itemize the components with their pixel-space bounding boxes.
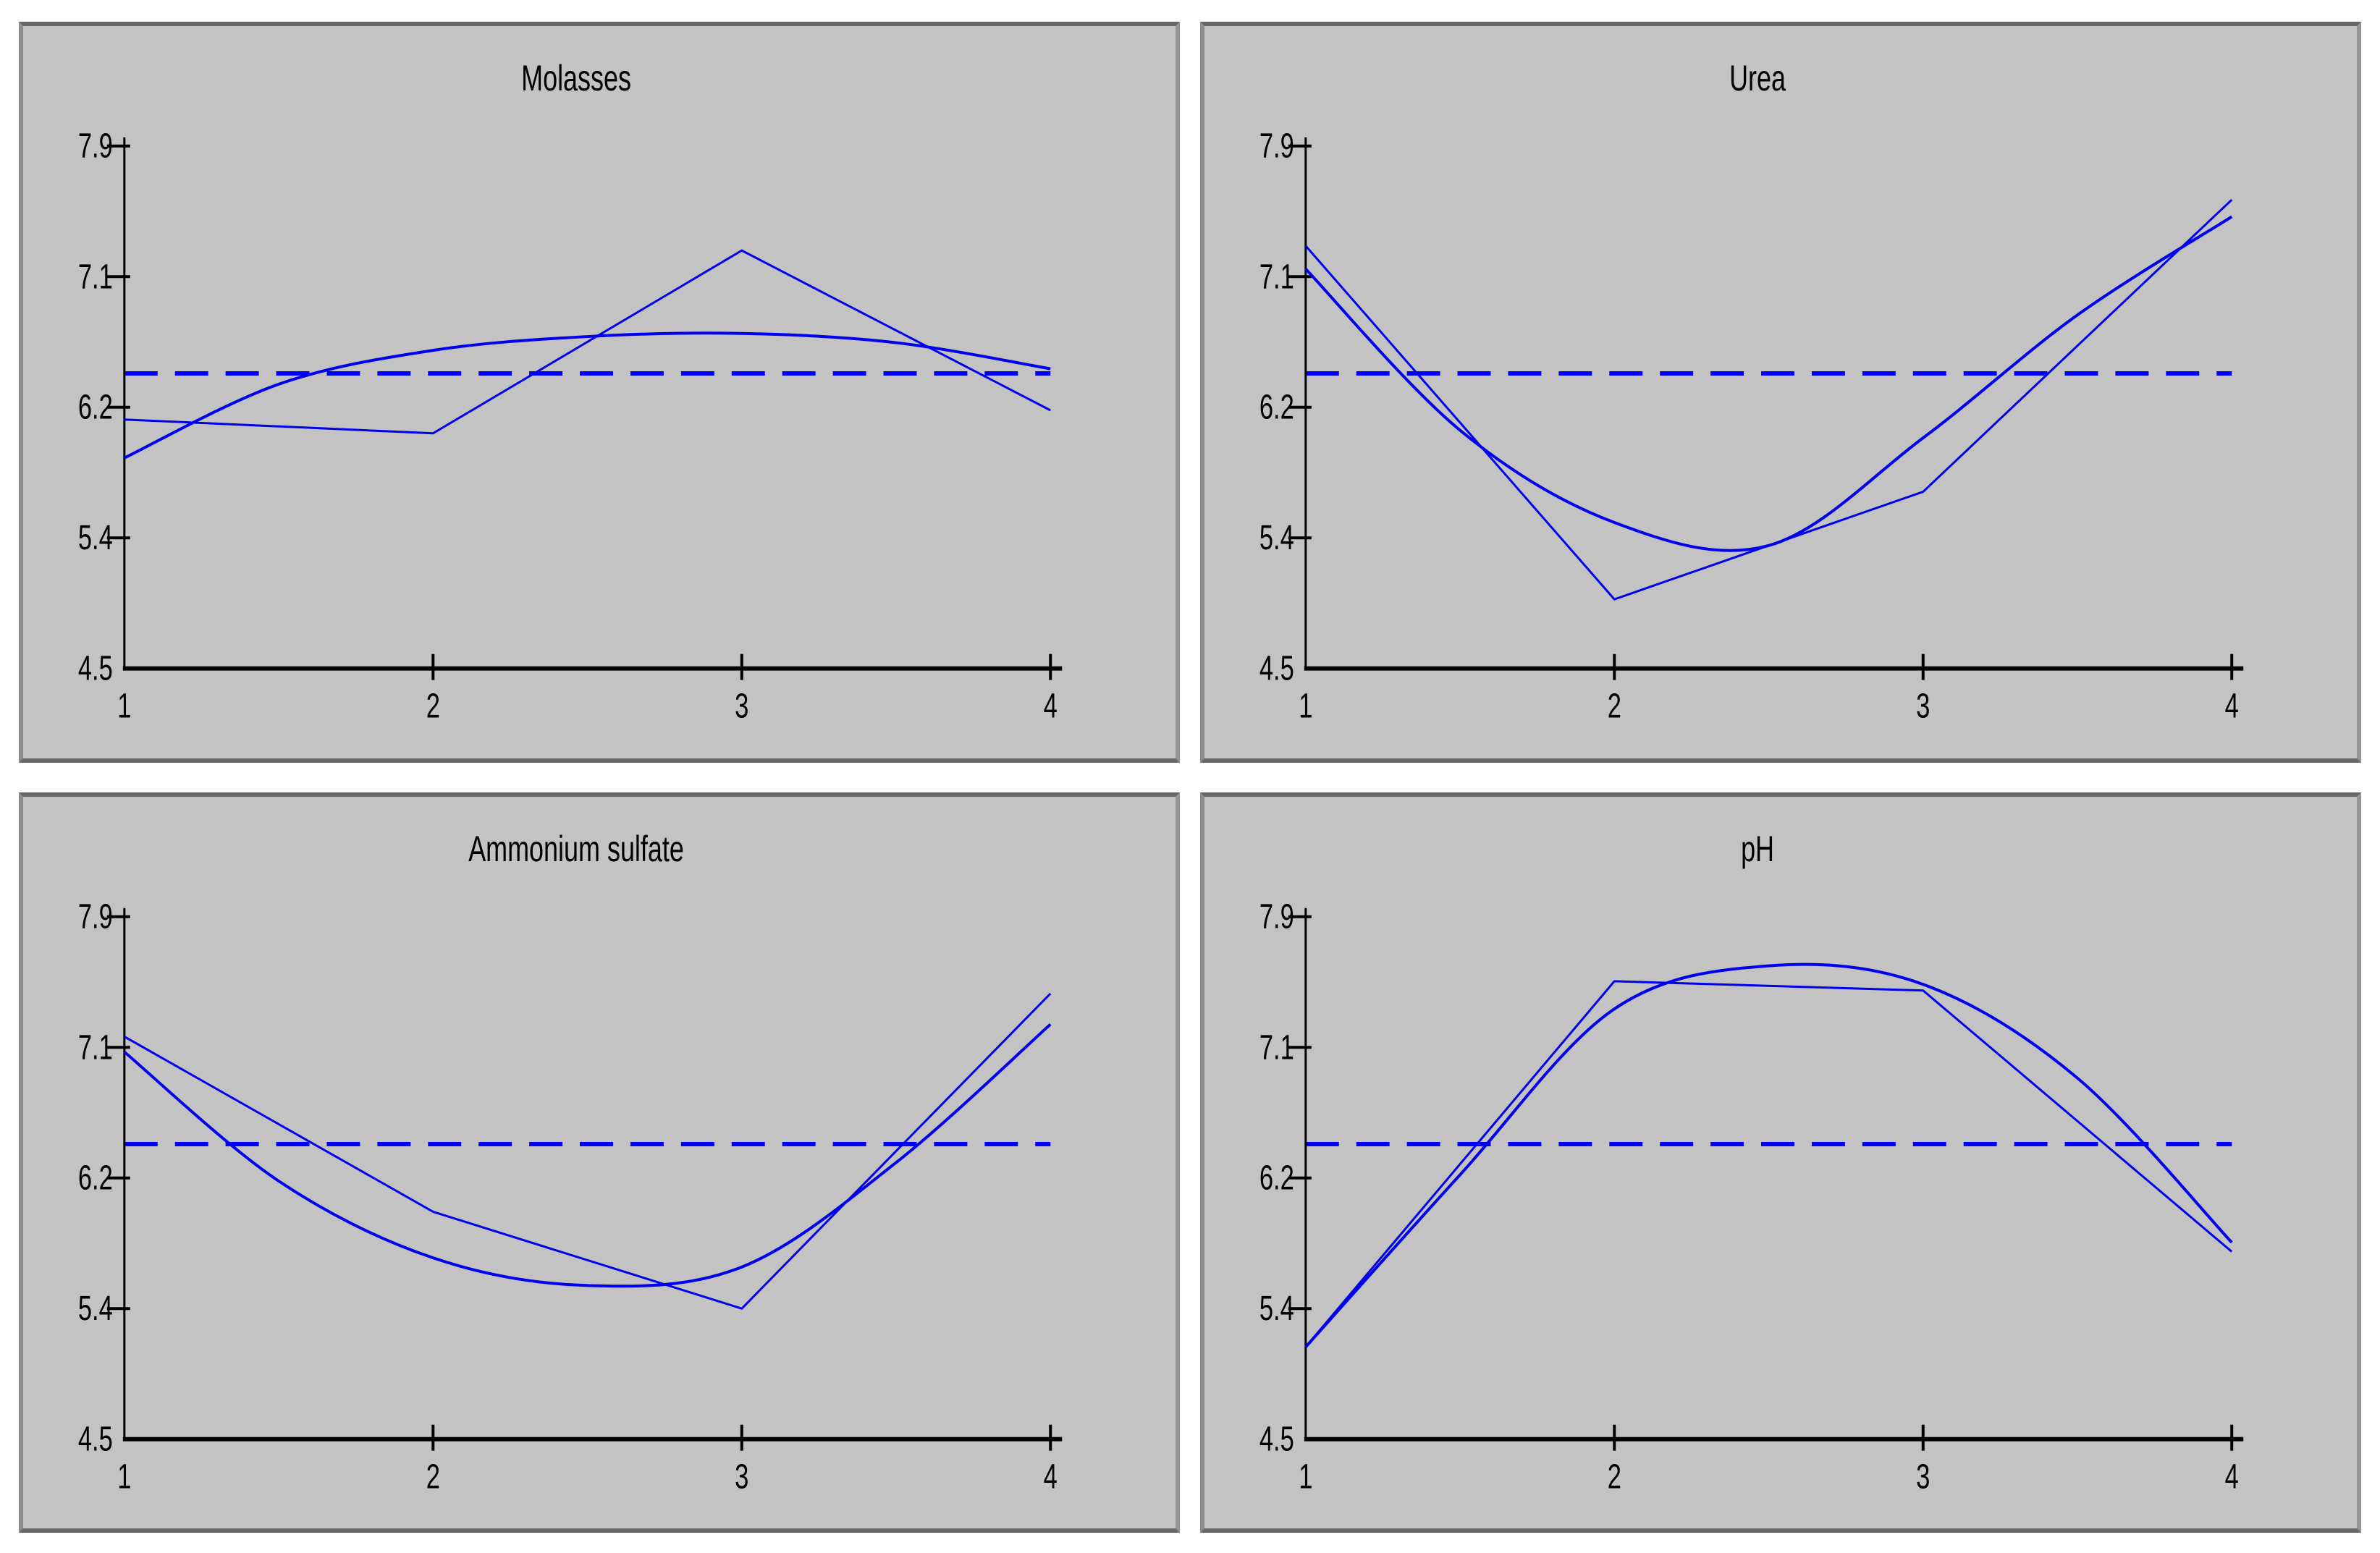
x-tick-label: 2 — [1608, 686, 1621, 725]
x-tick-label: 3 — [1916, 686, 1930, 725]
level-means-line — [1304, 198, 2233, 601]
level-means-line — [124, 992, 1052, 1310]
y-tick-label: 7.1 — [1259, 257, 1294, 296]
y-tick-label: 4.5 — [78, 1419, 113, 1458]
y-tick-label: 6.2 — [1259, 1158, 1294, 1197]
x-tick-label: 4 — [2225, 1456, 2239, 1495]
level-means-line — [124, 249, 1051, 435]
chart-urea: Urea 7.9 7.1 6.2 5.4 4.51 2 3 4 — [1259, 59, 2244, 725]
chart-ammonium-sulfate: Ammonium sulfate 7.9 7.1 6.2 5.4 4.51 2 3 4 — [78, 829, 1063, 1495]
y-tick-label: 7.1 — [78, 1027, 113, 1066]
x-tick-label: 3 — [735, 686, 748, 725]
y-tick-label: 4.5 — [1259, 648, 1294, 687]
x-tick-label: 1 — [117, 1456, 131, 1495]
chart-molasses: Molasses 7.9 7.1 6.2 5.4 4.51 2 3 4 — [78, 59, 1063, 725]
x-tick-label: 4 — [1044, 686, 1058, 725]
x-tick-label: 1 — [1299, 686, 1312, 725]
y-tick-label: 5.4 — [78, 1288, 113, 1327]
y-tick-label: 6.2 — [1259, 387, 1294, 426]
x-tick-label: 2 — [426, 686, 440, 725]
x-tick-label: 1 — [117, 686, 131, 725]
y-tick-label: 7.9 — [78, 897, 113, 936]
panel-molasses: Molasses 7.9 7.1 6.2 5.4 4.5 1 2 3 4 — [19, 22, 1180, 763]
x-tick-label: 2 — [426, 1456, 440, 1495]
fitted-curve-line — [123, 1023, 1052, 1287]
panel-ph: pH 7.9 7.1 6.2 5.4 4.5 1 2 3 4 — [1200, 792, 2361, 1533]
panel-ammonium-sulfate: Ammonium sulfate 7.9 7.1 6.2 5.4 4.5 1 2 3 4 — [19, 792, 1180, 1533]
y-tick-label: 5.4 — [1259, 518, 1294, 557]
chart-title: Molasses — [521, 59, 631, 98]
y-tick-label: 4.5 — [1259, 1419, 1294, 1458]
x-tick-label: 4 — [2225, 686, 2239, 725]
fitted-curve-line — [1304, 215, 2233, 552]
chart-title: Ammonium sulfate — [468, 829, 684, 869]
y-tick-label: 7.9 — [78, 126, 113, 165]
y-tick-label: 5.4 — [78, 518, 113, 557]
x-tick-label: 2 — [1608, 1456, 1621, 1495]
chart-title: Urea — [1729, 59, 1786, 98]
level-means-line — [1304, 979, 2233, 1347]
chart-title: pH — [1741, 829, 1774, 869]
y-tick-label: 6.2 — [78, 1158, 113, 1197]
y-tick-label: 5.4 — [1259, 1288, 1294, 1327]
chart-ph: pH 7.9 7.1 6.2 5.4 4.51 2 3 4 — [1259, 829, 2244, 1495]
panel-urea: Urea 7.9 7.1 6.2 5.4 4.5 1 2 3 4 — [1200, 22, 2361, 763]
fitted-curve-line — [1304, 962, 2233, 1348]
x-tick-label: 1 — [1299, 1456, 1312, 1495]
y-tick-label: 4.5 — [78, 648, 113, 687]
y-tick-label: 7.1 — [1259, 1027, 1294, 1066]
y-tick-label: 7.9 — [1259, 897, 1294, 936]
x-tick-label: 3 — [1916, 1456, 1930, 1495]
x-tick-label: 4 — [1044, 1456, 1058, 1495]
y-tick-label: 7.1 — [78, 257, 113, 296]
fitted-curve-line — [123, 331, 1051, 460]
x-tick-label: 3 — [735, 1456, 748, 1495]
y-tick-label: 7.9 — [1259, 126, 1294, 165]
y-tick-label: 6.2 — [78, 387, 113, 426]
